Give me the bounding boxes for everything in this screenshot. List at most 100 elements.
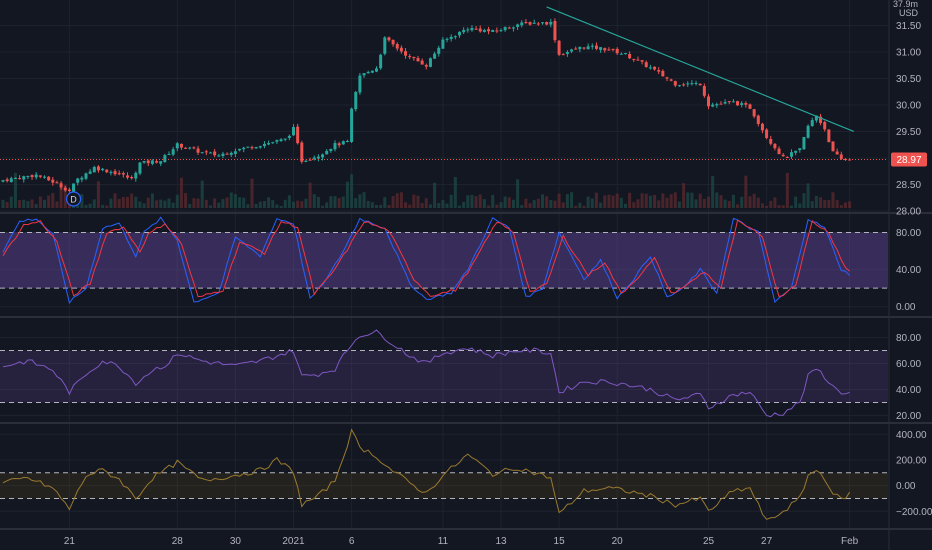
volume-bar <box>740 196 744 208</box>
volume-bar <box>611 195 615 208</box>
last-price-label: 28.97 <box>896 155 921 166</box>
volume-bar <box>848 201 852 208</box>
volume-bar <box>594 192 598 208</box>
volume-bar <box>92 199 96 208</box>
volume-bar <box>507 197 511 208</box>
candle-body <box>433 53 437 59</box>
volume-bar <box>184 193 188 208</box>
volume-bar <box>760 203 764 208</box>
volume-bar <box>827 199 831 208</box>
volume-bar <box>823 200 827 208</box>
candle-body <box>437 47 441 54</box>
volume-bar <box>130 193 134 208</box>
candle-body <box>55 182 59 184</box>
time-scale[interactable]: 21 28 30 2021 6 11 13 15 20 25 27 Feb <box>64 536 859 547</box>
volume-bar <box>445 203 449 208</box>
candle-body <box>258 146 262 148</box>
candle-body <box>113 171 117 175</box>
candle-body <box>354 92 358 110</box>
candle-body <box>80 177 84 180</box>
candle-body <box>640 60 644 62</box>
volume-bar <box>308 182 312 208</box>
volume-bars <box>1 172 852 208</box>
volume-bar <box>246 204 250 208</box>
candle-body <box>819 116 823 124</box>
volume-bar <box>204 199 208 208</box>
volume-bar <box>798 203 802 208</box>
volume-bar <box>101 204 105 208</box>
volume-bar <box>731 194 735 208</box>
candle-body <box>785 156 789 158</box>
volume-bar <box>316 196 320 208</box>
candle-body <box>387 37 391 41</box>
volume-bar <box>553 200 557 208</box>
candle-body <box>333 143 337 150</box>
volume-bar <box>536 198 540 208</box>
volume-bar <box>707 196 710 208</box>
candle-body <box>150 160 154 164</box>
cci-pane[interactable] <box>0 428 888 520</box>
candle-body <box>163 155 167 163</box>
volume-bar <box>51 193 55 208</box>
candle-body <box>781 154 785 157</box>
volume-bar <box>229 192 233 208</box>
candle-body <box>482 30 486 32</box>
volume-bar <box>586 196 590 208</box>
stoch-rsi-pane[interactable] <box>0 216 888 308</box>
candle-body <box>624 53 627 55</box>
volume-bar <box>669 194 673 208</box>
candle-body <box>536 23 540 25</box>
candle-body <box>462 30 466 33</box>
volume-bar <box>810 201 814 208</box>
indicator-band-fill <box>0 232 888 289</box>
candle-body <box>582 47 586 49</box>
volume-bar <box>341 196 345 208</box>
candle-body <box>341 141 345 145</box>
indicator-tick-label: 0.00 <box>896 302 916 313</box>
candle-body <box>383 37 387 54</box>
candle-body <box>603 48 607 51</box>
volume-bar <box>794 196 798 208</box>
x-tick-label: Feb <box>841 536 859 547</box>
candlestick-series[interactable] <box>1 18 852 193</box>
candle-body <box>545 22 549 25</box>
volume-bar <box>599 202 603 208</box>
volume-bar <box>748 196 752 208</box>
volume-bar <box>424 198 428 208</box>
volume-bar <box>345 181 349 208</box>
volume-bar <box>565 194 569 208</box>
volume-bar <box>179 177 183 208</box>
volume-bar <box>677 201 681 208</box>
candle-body <box>752 109 756 117</box>
rsi-pane[interactable] <box>0 329 888 418</box>
volume-bar <box>632 202 636 208</box>
volume-bar <box>520 205 524 208</box>
candle-body <box>196 148 200 153</box>
price-scale-currency: USD <box>899 8 919 18</box>
volume-bar <box>80 194 84 208</box>
price-tick-label: 31.50 <box>896 21 921 32</box>
volume-bar <box>67 204 71 208</box>
volume-bar <box>321 205 325 208</box>
candle-body <box>839 154 843 159</box>
price-tick-label: 28.50 <box>896 180 921 191</box>
candle-body <box>391 39 395 45</box>
candle-body <box>719 103 723 105</box>
volume-bar <box>362 192 366 208</box>
candle-body <box>653 66 657 70</box>
candle-body <box>528 22 532 25</box>
volume-bar <box>408 204 412 208</box>
x-tick-label: 13 <box>495 536 507 547</box>
candle-body <box>379 54 383 69</box>
candle-body <box>238 148 242 151</box>
price-scale[interactable]: 37.9m USD 31.5031.0030.5030.0029.5029.00… <box>891 0 932 518</box>
volume-bar <box>578 202 582 208</box>
volume-bar <box>262 200 266 208</box>
candle-body <box>271 142 275 144</box>
candle-body <box>167 154 171 156</box>
volume-bar <box>43 199 46 208</box>
candle-body <box>777 148 781 155</box>
volume-bar <box>433 182 437 208</box>
